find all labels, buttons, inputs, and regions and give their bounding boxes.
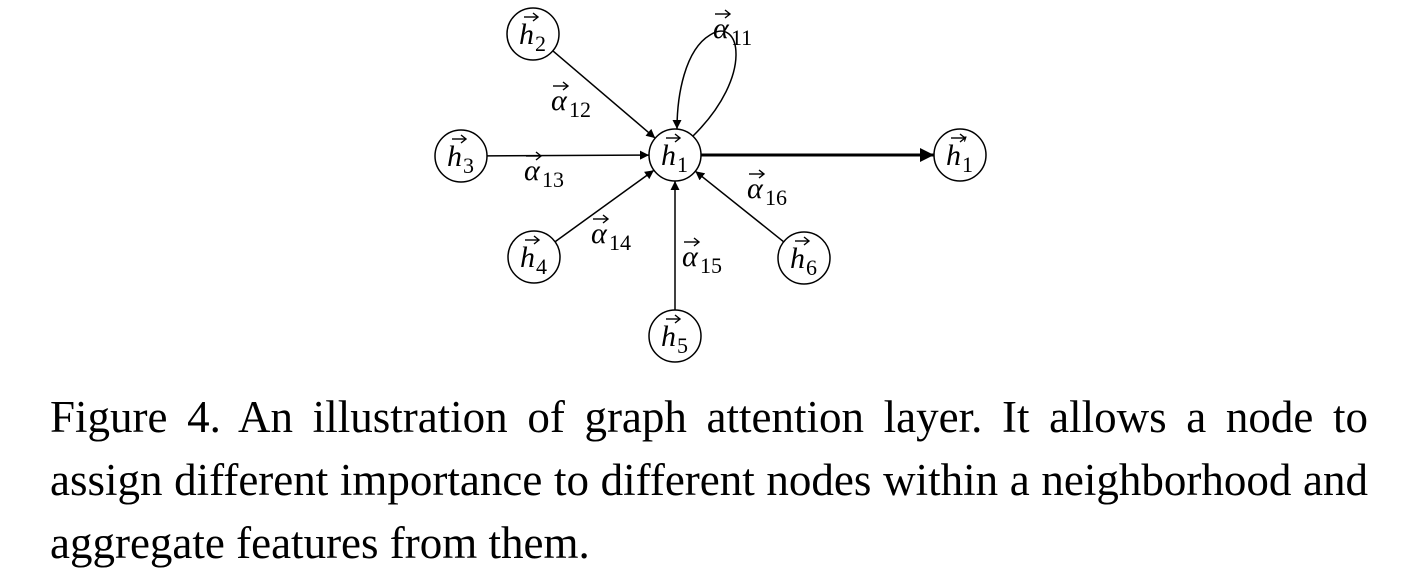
svg-text:11: 11 [731,25,752,50]
edge-label-alpha-14: α 14 [591,214,631,255]
svg-text:h: h [447,140,462,173]
edge-label-alpha-11: α 11 [713,9,752,50]
svg-text:h: h [790,242,805,275]
svg-text:5: 5 [677,333,688,358]
edge-h4-h1 [554,169,655,243]
edge-h3-h1 [486,150,650,160]
svg-text:2: 2 [535,31,546,56]
svg-text:α: α [524,154,541,187]
node-h1-out: h 1′ [933,128,987,182]
svg-text:12: 12 [569,97,591,122]
edge-h6-h1 [694,170,785,243]
svg-text:1: 1 [962,152,973,177]
svg-text:16: 16 [765,185,787,210]
svg-text:h: h [661,139,676,172]
graph-attention-diagram: h 1h 2h 3h 4h 5h 6h 1′ α 12α 13α 14 α 15α 16α 11 [434,7,987,363]
edge-h2-h1 [552,50,656,139]
self-loop-edge [672,30,737,137]
svg-text:α: α [591,217,608,250]
svg-text:h: h [520,241,535,274]
svg-text:h: h [519,18,534,51]
edge-label-alpha-12: α 12 [551,81,591,122]
edge-label-alpha-15: α 15 [682,237,722,278]
svg-text:h: h [661,320,676,353]
svg-text:1: 1 [677,152,688,177]
svg-text:α: α [747,172,764,205]
figure-caption: Figure 4. An illustration of graph atten… [50,392,1368,568]
svg-text:6: 6 [806,255,817,280]
svg-text:15: 15 [700,253,722,278]
svg-text:′: ′ [963,131,968,156]
svg-text:13: 13 [542,167,564,192]
svg-text:α: α [713,12,730,45]
svg-text:α: α [682,240,699,273]
svg-text:α: α [551,84,568,117]
svg-text:14: 14 [609,230,631,255]
edge-label-alpha-16: α 16 [747,169,787,210]
svg-text:h: h [946,139,961,172]
edge-label-alpha-13: α 13 [524,151,564,192]
svg-text:3: 3 [463,153,474,178]
svg-text:4: 4 [536,254,547,279]
